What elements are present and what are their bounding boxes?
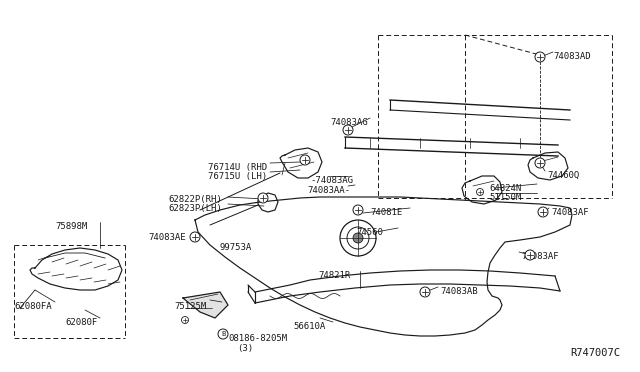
Circle shape: [190, 232, 200, 242]
Text: 74083AG: 74083AG: [330, 118, 367, 127]
Text: 74083AB: 74083AB: [440, 287, 477, 296]
Circle shape: [535, 158, 545, 168]
Text: 64824N: 64824N: [489, 184, 521, 193]
Text: 74460Q: 74460Q: [547, 171, 579, 180]
Text: 99753A: 99753A: [220, 243, 252, 252]
Circle shape: [300, 155, 310, 165]
Text: 74083AF: 74083AF: [521, 252, 559, 261]
Text: 76715U (LH): 76715U (LH): [208, 172, 267, 181]
Polygon shape: [183, 292, 228, 318]
Text: 74081E: 74081E: [370, 208, 403, 217]
Text: 62080F: 62080F: [65, 318, 97, 327]
Text: R747007C: R747007C: [570, 348, 620, 358]
Text: 62822P(RH): 62822P(RH): [168, 195, 221, 204]
Text: 62823P(LH): 62823P(LH): [168, 204, 221, 213]
Text: 75898M: 75898M: [55, 222, 87, 231]
Text: 56610A: 56610A: [293, 322, 325, 331]
Circle shape: [420, 287, 430, 297]
Text: 62080FA: 62080FA: [14, 302, 52, 311]
Circle shape: [182, 317, 189, 324]
Text: 74083AA-: 74083AA-: [307, 186, 350, 195]
Text: 76714U (RHD: 76714U (RHD: [208, 163, 267, 172]
Text: 74560: 74560: [356, 228, 383, 237]
Text: 74083AE: 74083AE: [148, 233, 186, 242]
Circle shape: [525, 250, 535, 260]
Circle shape: [538, 207, 548, 217]
Text: (3): (3): [237, 344, 253, 353]
Text: 74821R: 74821R: [318, 271, 350, 280]
Circle shape: [353, 205, 363, 215]
Text: 08186-8205M: 08186-8205M: [228, 334, 287, 343]
Text: 74083AD: 74083AD: [553, 52, 591, 61]
Text: -74083AG: -74083AG: [310, 176, 353, 185]
Circle shape: [535, 52, 545, 62]
Text: 75125M: 75125M: [174, 302, 206, 311]
Circle shape: [353, 233, 363, 243]
Text: 74083AF: 74083AF: [551, 208, 589, 217]
Circle shape: [477, 189, 483, 196]
Text: B: B: [221, 331, 225, 337]
Circle shape: [343, 125, 353, 135]
Text: 51150M: 51150M: [489, 193, 521, 202]
Circle shape: [258, 193, 268, 203]
